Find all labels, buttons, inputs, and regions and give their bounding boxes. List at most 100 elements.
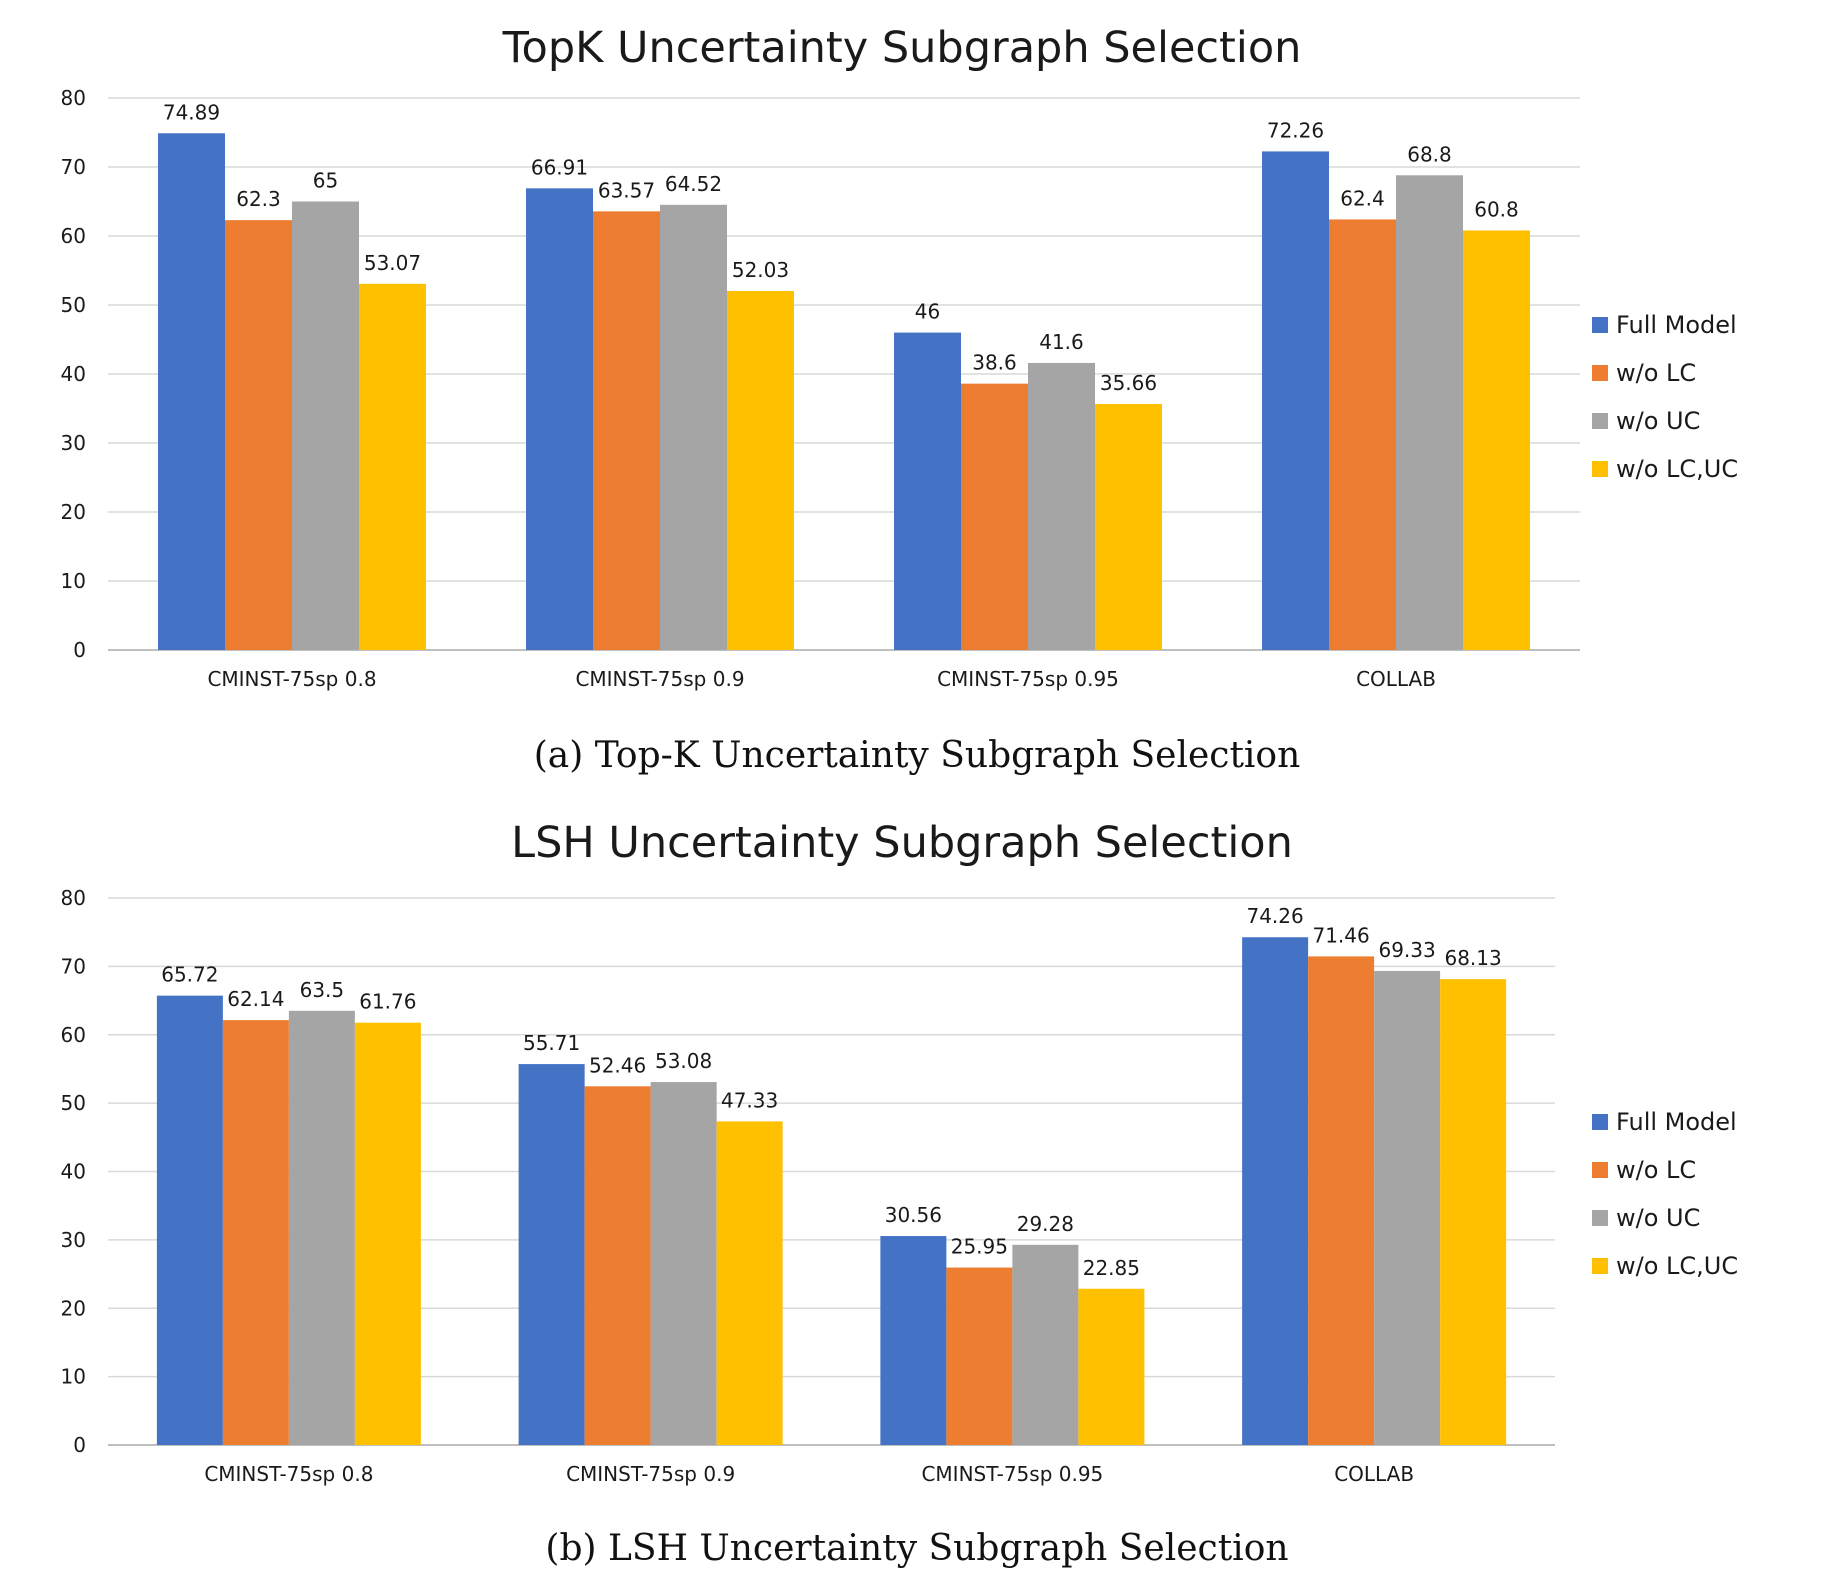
bar xyxy=(1374,970,1441,1445)
data-label: 69.33 xyxy=(1378,938,1435,962)
chart-topk: TopK Uncertainty Subgraph Selection 0 10 20… xyxy=(61,23,1739,691)
chart-lsh: LSH Uncertainty Subgraph Selection 0 10 20 3… xyxy=(61,818,1739,1486)
y-tick-label: 60 xyxy=(61,1023,86,1047)
bar xyxy=(354,1022,421,1445)
legend-swatch xyxy=(1592,365,1608,381)
bar xyxy=(1308,956,1375,1445)
x-tick-label: CMINST-75sp 0.9 xyxy=(566,1462,735,1486)
y-tick-label: 70 xyxy=(61,954,86,978)
legend-label: w/o LC xyxy=(1616,1156,1696,1184)
bar xyxy=(727,290,794,650)
x-tick-label: CMINST-75sp 0.9 xyxy=(575,667,744,691)
legend-swatch xyxy=(1592,461,1608,477)
data-label: 22.85 xyxy=(1083,1256,1140,1280)
y-tick-label: 30 xyxy=(61,431,86,455)
x-tick-label: CMINST-75sp 0.95 xyxy=(937,667,1119,691)
bar xyxy=(894,332,961,650)
bar xyxy=(946,1267,1013,1445)
x-tick-label: COLLAB xyxy=(1334,1462,1414,1486)
data-label: 63.57 xyxy=(598,178,655,202)
data-label: 66.91 xyxy=(531,155,588,179)
bar xyxy=(650,1082,717,1445)
data-label: 53.07 xyxy=(364,251,421,275)
data-label: 46 xyxy=(915,300,940,324)
bar xyxy=(1440,979,1507,1445)
y-tick-label: 0 xyxy=(73,1433,86,1457)
data-label: 74.26 xyxy=(1246,904,1303,928)
legend-label: w/o LC xyxy=(1616,359,1696,387)
bar xyxy=(292,201,359,650)
bar xyxy=(222,1020,289,1445)
data-label: 53.08 xyxy=(655,1049,712,1073)
data-label: 74.89 xyxy=(163,100,220,124)
bar xyxy=(716,1121,783,1445)
data-label: 25.95 xyxy=(951,1235,1008,1259)
bar xyxy=(584,1086,651,1445)
legend-label: w/o LC,UC xyxy=(1616,1252,1738,1280)
data-label: 35.66 xyxy=(1100,371,1157,395)
data-label: 61.76 xyxy=(359,990,416,1014)
bar xyxy=(1095,403,1162,650)
figure-topk: TopK Uncertainty Subgraph Selection 0 10 20… xyxy=(0,0,1834,790)
legend-label: w/o UC xyxy=(1616,1204,1700,1232)
data-label: 55.71 xyxy=(523,1031,580,1055)
data-label: 71.46 xyxy=(1312,923,1369,947)
x-tick-label: CMINST-75sp 0.8 xyxy=(207,667,376,691)
bar xyxy=(156,995,223,1445)
y-tick-label: 50 xyxy=(61,293,86,317)
bar xyxy=(1078,1288,1145,1445)
data-label: 62.4 xyxy=(1340,186,1385,210)
bar xyxy=(1329,219,1396,650)
y-tick-label: 40 xyxy=(61,1160,86,1184)
x-tick-label: COLLAB xyxy=(1356,667,1436,691)
bar xyxy=(225,220,292,650)
bar xyxy=(1396,175,1463,650)
bar xyxy=(880,1236,947,1445)
y-tick-label: 10 xyxy=(61,1365,86,1389)
data-label: 64.52 xyxy=(665,172,722,196)
data-label: 30.56 xyxy=(885,1203,942,1227)
legend-label: w/o LC,UC xyxy=(1616,455,1738,483)
y-tick-label: 80 xyxy=(61,886,86,910)
data-label: 52.46 xyxy=(589,1053,646,1077)
data-label: 38.6 xyxy=(972,351,1017,375)
data-label: 72.26 xyxy=(1267,118,1324,142)
bar xyxy=(158,133,225,650)
legend-swatch xyxy=(1592,1258,1608,1274)
legend-label: Full Model xyxy=(1616,1108,1737,1136)
legend-swatch xyxy=(1592,317,1608,333)
y-tick-label: 70 xyxy=(61,155,86,179)
data-label: 65 xyxy=(313,169,338,193)
y-tick-label: 30 xyxy=(61,1228,86,1252)
bar xyxy=(518,1064,585,1445)
data-label: 62.3 xyxy=(236,187,281,211)
data-label: 65.72 xyxy=(161,963,218,987)
y-tick-label: 20 xyxy=(61,1296,86,1320)
chart-title: TopK Uncertainty Subgraph Selection xyxy=(502,23,1302,73)
bar xyxy=(1242,937,1309,1445)
bar xyxy=(593,211,660,650)
bar xyxy=(288,1010,355,1445)
bar xyxy=(359,283,426,650)
y-tick-label: 20 xyxy=(61,500,86,524)
bar xyxy=(961,383,1028,650)
bar xyxy=(1012,1244,1079,1445)
data-label: 60.8 xyxy=(1474,197,1519,221)
legend-swatch xyxy=(1592,1210,1608,1226)
figure-lsh: LSH Uncertainty Subgraph Selection 0 10 20 3… xyxy=(0,790,1834,1582)
legend-swatch xyxy=(1592,1114,1608,1130)
y-tick-label: 60 xyxy=(61,224,86,248)
legend-swatch xyxy=(1592,1162,1608,1178)
bar xyxy=(1262,151,1329,650)
y-tick-label: 40 xyxy=(61,362,86,386)
data-label: 63.5 xyxy=(300,978,345,1002)
chart-title: LSH Uncertainty Subgraph Selection xyxy=(511,818,1293,868)
legend-swatch xyxy=(1592,413,1608,429)
legend-label: w/o UC xyxy=(1616,407,1700,435)
y-tick-label: 10 xyxy=(61,569,86,593)
data-label: 29.28 xyxy=(1017,1212,1074,1236)
bar xyxy=(1028,362,1095,650)
y-tick-label: 0 xyxy=(73,638,86,662)
y-tick-label: 80 xyxy=(61,86,86,110)
data-label: 68.8 xyxy=(1407,142,1452,166)
